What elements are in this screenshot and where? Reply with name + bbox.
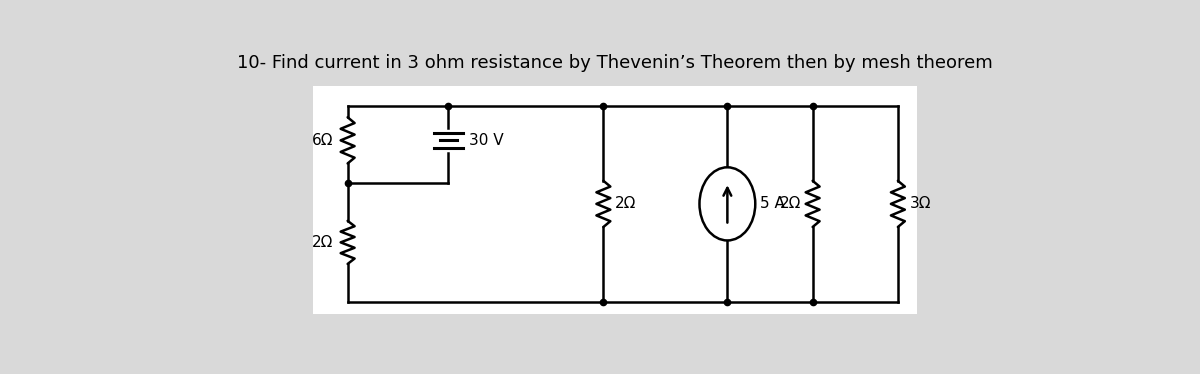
FancyBboxPatch shape <box>313 86 917 314</box>
Text: 2Ω: 2Ω <box>312 235 334 250</box>
Text: 6Ω: 6Ω <box>312 133 334 148</box>
Text: 2Ω: 2Ω <box>616 196 636 211</box>
Text: 10- Find current in 3 ohm resistance by Thevenin’s Theorem then by mesh theorem: 10- Find current in 3 ohm resistance by … <box>238 54 992 72</box>
Text: 2Ω: 2Ω <box>780 196 802 211</box>
Text: 30 V: 30 V <box>468 133 503 148</box>
Text: 3Ω: 3Ω <box>910 196 931 211</box>
Ellipse shape <box>700 167 755 240</box>
Text: 5 A: 5 A <box>760 196 785 211</box>
